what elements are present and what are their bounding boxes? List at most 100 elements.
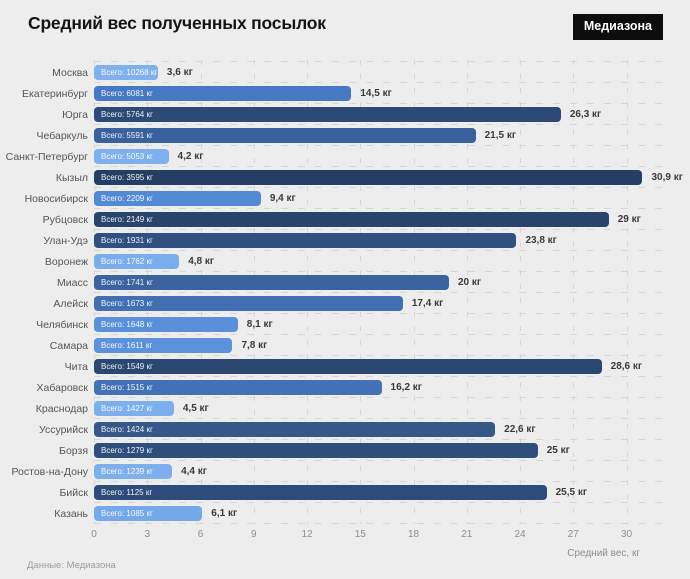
row-plot: Всего: 2209 кг 9,4 кг — [94, 188, 662, 209]
bar-value-label: 17,4 кг — [411, 298, 444, 309]
bar: Всего: 6081 кг — [94, 86, 352, 101]
row-plot: Всего: 3595 кг 30,9 кг — [94, 167, 683, 188]
city-label: Хабаровск — [36, 381, 88, 394]
row-plot: Всего: 1673 кг 17,4 кг — [94, 293, 662, 314]
bar: Всего: 1611 кг — [94, 338, 233, 353]
bar-total-label: Всего: 1648 кг — [101, 320, 153, 329]
x-axis-tick: 15 — [354, 529, 366, 540]
bar-total-label: Всего: 1762 кг — [101, 257, 153, 266]
bar-value-label: 25 кг — [546, 445, 570, 456]
city-label: Санкт-Петербург — [5, 150, 88, 163]
bar-value-label: 16,2 кг — [390, 382, 422, 393]
x-axis-tick: 6 — [197, 529, 204, 540]
chart-row: Миасс Всего: 1741 кг 20 кг — [0, 272, 662, 293]
bar-value-label: 26,3 кг — [569, 109, 602, 120]
row-plot: Всего: 1611 кг 7,8 кг — [94, 335, 662, 356]
page-title: Средний вес полученных посылок — [28, 13, 326, 33]
city-label: Воронеж — [44, 255, 88, 268]
bar-value-label: 21,5 кг — [484, 130, 517, 141]
chart-row: Хабаровск Всего: 1515 кг 16,2 кг — [0, 377, 662, 398]
bar-total-label: Всего: 1515 кг — [101, 383, 153, 392]
bar: Всего: 2209 кг — [94, 191, 261, 206]
x-axis-tick: 21 — [461, 529, 473, 540]
chart-row: Уссурийск Всего: 1424 кг 22,6 кг — [0, 419, 662, 440]
x-axis-tick: 18 — [407, 529, 420, 540]
city-label: Ростов-на-Дону — [11, 465, 89, 478]
city-label: Алейск — [53, 297, 88, 310]
city-label: Екатеринбург — [21, 87, 88, 100]
row-plot: Всего: 5764 кг 26,3 кг — [94, 104, 662, 125]
row-plot: Всего: 6081 кг 14,5 кг — [94, 83, 662, 104]
bar-total-label: Всего: 10268 кг — [101, 68, 158, 77]
chart-row: Кызыл Всего: 3595 кг 30,9 кг — [0, 167, 683, 188]
bar-value-label: 22,6 кг — [504, 424, 536, 435]
bar: Всего: 1549 кг — [94, 359, 602, 374]
x-axis-tick: 27 — [567, 529, 579, 540]
bar-value-label: 4,5 кг — [182, 403, 209, 414]
bar-total-label: Всего: 1424 кг — [101, 425, 153, 434]
city-label: Улан-Удэ — [43, 234, 88, 247]
bar: Всего: 5764 кг — [94, 107, 561, 122]
bar-value-label: 28,6 кг — [610, 361, 643, 372]
bar-total-label: Всего: 1549 кг — [101, 362, 153, 371]
city-label: Кызыл — [55, 171, 88, 184]
row-plot: Всего: 1515 кг 16,2 кг — [94, 377, 662, 398]
x-axis: 0 3 6 9 12 15 18 21 24 27 30 — [91, 529, 662, 545]
bar-total-label: Всего: 3595 кг — [101, 173, 153, 182]
bar-total-label: Всего: 1741 кг — [101, 278, 153, 287]
bar: Всего: 1424 кг — [94, 422, 496, 437]
chart-row: Челябинск Всего: 1648 кг 8,1 кг — [0, 314, 662, 335]
bar: Всего: 1931 кг — [94, 233, 517, 248]
bar-total-label: Всего: 2149 кг — [101, 215, 153, 224]
x-axis-tick: 0 — [91, 529, 97, 540]
chart-row: Новосибирск Всего: 2209 кг 9,4 кг — [0, 188, 662, 209]
brand-badge: Медиазона — [572, 14, 663, 40]
row-plot: Всего: 1085 кг 6,1 кг — [94, 503, 662, 524]
row-plot: Всего: 1424 кг 22,6 кг — [94, 419, 662, 440]
bar-value-label: 3,6 кг — [166, 67, 193, 78]
chart-row: Рубцовск Всего: 2149 кг 29 кг — [0, 209, 662, 230]
bar: Всего: 5591 кг — [94, 128, 476, 143]
bar: Всего: 1515 кг — [94, 380, 382, 395]
chart-row: Воронеж Всего: 1762 кг 4,8 кг — [0, 251, 662, 272]
city-label: Юрга — [62, 108, 88, 121]
city-label: Новосибирск — [24, 192, 88, 205]
bar-value-label: 29 кг — [617, 214, 641, 225]
row-plot: Всего: 2149 кг 29 кг — [94, 209, 662, 230]
row-plot: Всего: 1125 кг 25,5 кг — [94, 482, 662, 503]
chart-row: Самара Всего: 1611 кг 7,8 кг — [0, 335, 662, 356]
city-label: Чебаркуль — [36, 129, 88, 142]
chart-row: Екатеринбург Всего: 6081 кг 14,5 кг — [0, 83, 662, 104]
bar-value-label: 6,1 кг — [211, 508, 238, 519]
city-label: Москва — [52, 66, 88, 79]
chart-row: Москва Всего: 10268 кг 3,6 кг — [0, 62, 662, 83]
bar-value-label: 30,9 кг — [651, 172, 683, 183]
chart-row: Алейск Всего: 1673 кг 17,4 кг — [0, 293, 662, 314]
row-plot: Всего: 1239 кг 4,4 кг — [94, 461, 662, 482]
row-plot: Всего: 1279 кг 25 кг — [94, 440, 662, 461]
bar-total-label: Всего: 1125 кг — [101, 488, 153, 497]
bar: Всего: 1648 кг — [94, 317, 238, 332]
bar: Всего: 1279 кг — [94, 443, 538, 458]
city-label: Краснодар — [35, 402, 88, 415]
row-plot: Всего: 1762 кг 4,8 кг — [94, 251, 662, 272]
bar-value-label: 8,1 кг — [246, 319, 273, 330]
bar: Всего: 3595 кг — [94, 170, 643, 185]
bar-value-label: 4,2 кг — [177, 151, 204, 162]
city-label: Рубцовск — [42, 213, 88, 226]
bar: Всего: 2149 кг — [94, 212, 609, 227]
bar-total-label: Всего: 1427 кг — [101, 404, 153, 413]
bar: Всего: 1673 кг — [94, 296, 403, 311]
bar: Всего: 10268 кг — [94, 65, 158, 80]
row-plot: Всего: 10268 кг 3,6 кг — [94, 62, 662, 83]
bar-total-label: Всего: 1931 кг — [101, 236, 153, 245]
chart-row: Улан-Удэ Всего: 1931 кг 23,8 кг — [0, 230, 662, 251]
chart-row: Борзя Всего: 1279 кг 25 кг — [0, 440, 662, 461]
x-axis-tick: 12 — [301, 529, 313, 540]
chart-row: Бийск Всего: 1125 кг 25,5 кг — [0, 482, 662, 503]
x-axis-label: Средний вес, кг — [567, 548, 640, 559]
bar-total-label: Всего: 2209 кг — [101, 194, 153, 203]
bar-total-label: Всего: 1239 кг — [101, 467, 153, 476]
city-label: Казань — [54, 507, 88, 520]
